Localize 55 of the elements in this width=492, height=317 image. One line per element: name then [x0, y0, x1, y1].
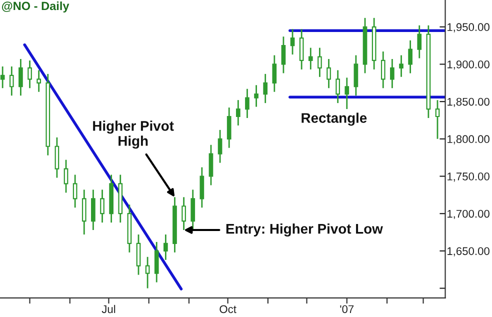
candlestick	[344, 76, 350, 110]
candlestick	[72, 174, 78, 208]
candlestick	[326, 58, 331, 89]
candlestick	[390, 58, 394, 89]
candlestick	[0, 66, 5, 89]
x-tick-label: '07	[340, 305, 354, 314]
candlestick	[399, 54, 404, 78]
candlestick	[226, 106, 232, 149]
candlestick	[435, 99, 440, 140]
candlestick	[380, 50, 386, 89]
candlestick	[254, 84, 258, 108]
candlestick	[64, 159, 68, 194]
candlestick	[281, 36, 286, 74]
candlestick	[154, 241, 159, 283]
chart-title: @NO - Daily	[2, 1, 70, 12]
candlestick	[354, 54, 358, 96]
y-tick-label: 1,700.00	[447, 210, 490, 220]
candlestick	[245, 88, 250, 119]
y-tick-label: 1,900.00	[447, 60, 490, 70]
candlestick	[145, 256, 150, 289]
y-tick-label: 1,750.00	[447, 172, 490, 182]
candlestick	[54, 136, 60, 178]
y-tick-label: 1,800.00	[447, 135, 490, 144]
annotation: Rectangle	[302, 112, 367, 126]
candlestick	[100, 188, 104, 224]
candlestick	[190, 188, 196, 231]
candlestick	[200, 166, 204, 208]
candlestick	[308, 47, 313, 70]
annotation: Higher Pivot High	[93, 120, 174, 149]
candlestick	[136, 234, 141, 276]
candlestick	[36, 70, 42, 93]
candlestick	[318, 47, 322, 78]
candlestick	[9, 66, 14, 96]
candlestick	[272, 54, 277, 93]
candlestick	[91, 188, 96, 231]
candlestick	[208, 144, 214, 186]
annotation: Entry: Higher Pivot Low	[226, 224, 383, 237]
candlestick	[218, 129, 222, 164]
candlestick	[417, 24, 422, 59]
x-tick-label: Jul	[102, 304, 116, 314]
candlestick	[408, 40, 412, 74]
candlestick	[28, 60, 32, 89]
candlestick	[236, 99, 240, 126]
candlestick	[182, 196, 186, 231]
y-tick-label: 1,650.00	[447, 247, 490, 256]
candlestick	[299, 28, 304, 70]
candlestick	[18, 58, 23, 96]
y-tick-label: 1,950.00	[447, 23, 490, 32]
candlestick	[290, 28, 295, 56]
candlestick	[336, 70, 340, 104]
x-tick-label: Oct	[220, 305, 236, 314]
candlestick	[82, 188, 86, 236]
y-tick-label: 1,850.00	[447, 98, 490, 108]
candlestick	[164, 234, 168, 261]
candlestick	[263, 73, 268, 104]
